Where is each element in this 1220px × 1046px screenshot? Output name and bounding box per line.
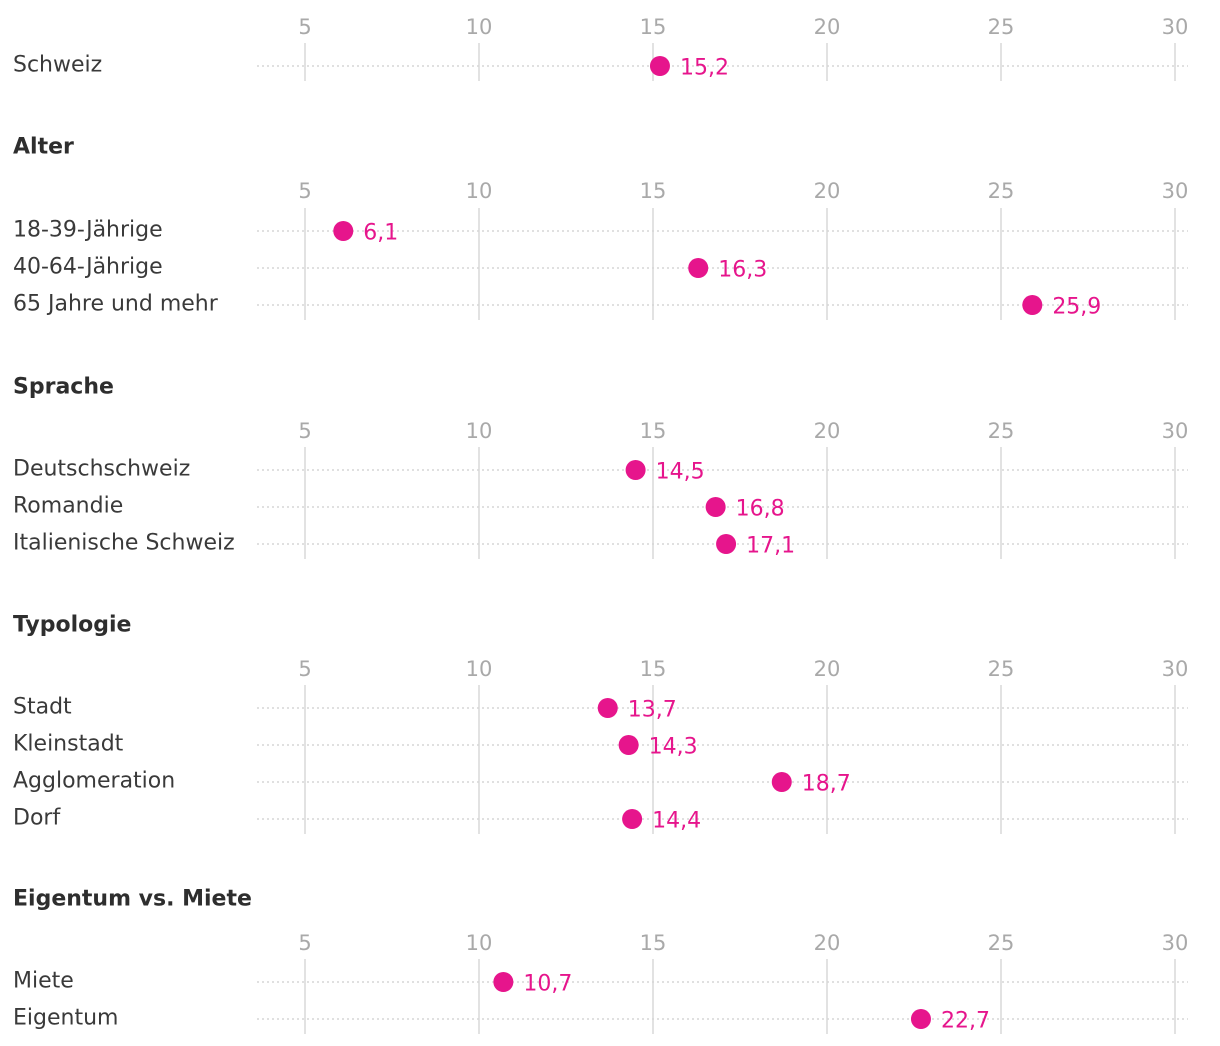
data-label: 16,8 — [736, 497, 785, 522]
group-heading: Alter — [13, 135, 74, 160]
axis-tick-label: 20 — [814, 657, 841, 681]
row-label: Schweiz — [13, 53, 102, 78]
data-label: 14,4 — [652, 809, 701, 834]
data-point[interactable] — [688, 258, 709, 278]
data-label: 15,2 — [680, 56, 729, 81]
axis-tick-label: 5 — [298, 179, 311, 203]
data-label: 6,1 — [363, 221, 398, 246]
axis-tick-label: 5 — [298, 657, 311, 681]
data-label: 14,3 — [649, 735, 698, 760]
axis-tick-label: 20 — [814, 15, 841, 39]
axis-tick-label: 25 — [988, 419, 1015, 443]
row-label: Romandie — [13, 494, 123, 519]
row-label: Dorf — [13, 806, 61, 831]
row-label: Italienische Schweiz — [13, 531, 235, 556]
data-label: 17,1 — [746, 534, 795, 559]
row-label: 18-39-Jährige — [13, 218, 163, 243]
data-label: 14,5 — [656, 460, 705, 485]
axis-tick-label: 25 — [988, 931, 1015, 955]
data-label: 10,7 — [523, 972, 572, 997]
data-point[interactable] — [910, 1009, 931, 1029]
group-heading: Typologie — [13, 613, 131, 638]
axis-tick-label: 30 — [1162, 15, 1189, 39]
row-label: Deutschschweiz — [13, 457, 190, 482]
axis-tick-label: 15 — [640, 15, 667, 39]
data-point[interactable] — [333, 221, 354, 241]
axis-tick-label: 25 — [988, 657, 1015, 681]
axis-tick-label: 25 — [988, 15, 1015, 39]
data-point[interactable] — [618, 735, 639, 755]
axis-tick-label: 15 — [640, 419, 667, 443]
axis-tick-label: 10 — [466, 179, 493, 203]
row-label: Eigentum — [13, 1006, 118, 1031]
data-point[interactable] — [705, 497, 726, 517]
axis-tick-label: 20 — [814, 179, 841, 203]
axis-tick-label: 20 — [814, 931, 841, 955]
data-point[interactable] — [1022, 295, 1043, 315]
axis-tick-label: 30 — [1162, 931, 1189, 955]
row-label: 40-64-Jährige — [13, 255, 163, 280]
data-point[interactable] — [716, 534, 737, 554]
row-label: Agglomeration — [13, 769, 175, 794]
axis-tick-label: 30 — [1162, 179, 1189, 203]
axis-tick-label: 30 — [1162, 657, 1189, 681]
row-label: Miete — [13, 969, 74, 994]
axis-tick-label: 25 — [988, 179, 1015, 203]
group-heading: Eigentum vs. Miete — [13, 887, 252, 912]
row-label: Stadt — [13, 695, 72, 720]
data-label: 22,7 — [941, 1009, 990, 1034]
axis-tick-label: 15 — [640, 179, 667, 203]
axis-tick-label: 10 — [466, 15, 493, 39]
axis-tick-label: 30 — [1162, 419, 1189, 443]
axis-tick-label: 5 — [298, 15, 311, 39]
data-point[interactable] — [625, 460, 646, 480]
data-point[interactable] — [771, 772, 792, 792]
axis-tick-label: 15 — [640, 657, 667, 681]
data-label: 13,7 — [628, 698, 677, 723]
axis-tick-label: 10 — [466, 657, 493, 681]
axis-tick-label: 10 — [466, 931, 493, 955]
axis-tick-label: 5 — [298, 419, 311, 443]
axis-tick-label: 15 — [640, 931, 667, 955]
data-point[interactable] — [493, 972, 514, 992]
axis-tick-label: 10 — [466, 419, 493, 443]
data-point[interactable] — [597, 698, 618, 718]
axis-tick-label: 5 — [298, 931, 311, 955]
row-label: 65 Jahre und mehr — [13, 292, 219, 317]
data-point[interactable] — [649, 56, 670, 76]
data-point[interactable] — [622, 809, 643, 829]
data-label: 25,9 — [1052, 295, 1101, 320]
data-label: 18,7 — [802, 772, 851, 797]
axis-tick-label: 20 — [814, 419, 841, 443]
group-heading: Sprache — [13, 375, 114, 400]
data-label: 16,3 — [718, 258, 767, 283]
row-label: Kleinstadt — [13, 732, 124, 757]
